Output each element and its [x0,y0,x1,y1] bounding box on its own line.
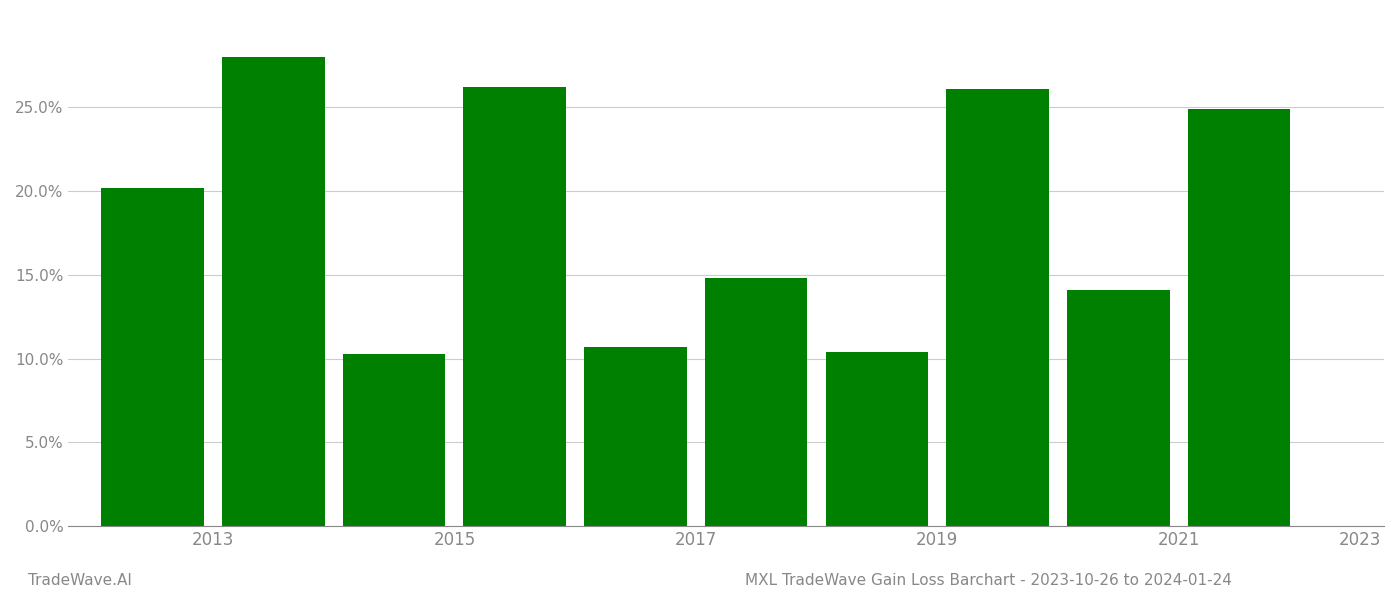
Bar [704,278,808,526]
Text: TradeWave.AI: TradeWave.AI [28,573,132,588]
Bar [223,57,325,526]
Bar [343,353,445,526]
Bar [584,347,687,526]
Bar [1187,109,1291,526]
Text: MXL TradeWave Gain Loss Barchart - 2023-10-26 to 2024-01-24: MXL TradeWave Gain Loss Barchart - 2023-… [745,573,1232,588]
Bar [101,188,204,526]
Bar [463,87,566,526]
Bar [826,352,928,526]
Bar [1067,290,1169,526]
Bar [946,89,1049,526]
